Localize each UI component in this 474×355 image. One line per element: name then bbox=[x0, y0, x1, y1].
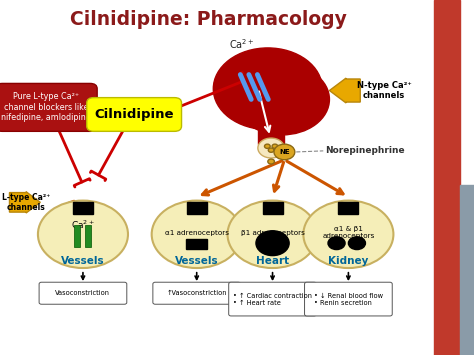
Bar bbox=[187, 202, 207, 214]
Text: Cilnidipine: Pharmacology: Cilnidipine: Pharmacology bbox=[70, 10, 347, 29]
Circle shape bbox=[38, 201, 128, 268]
Text: α1 adrenoceptors: α1 adrenoceptors bbox=[164, 230, 229, 235]
Bar bbox=[74, 225, 80, 247]
Text: L-type Ca²⁺
channels: L-type Ca²⁺ channels bbox=[2, 193, 50, 212]
FancyBboxPatch shape bbox=[87, 98, 182, 131]
Text: α1 & β1
adrenoceptors: α1 & β1 adrenoceptors bbox=[322, 226, 374, 239]
Text: Heart: Heart bbox=[256, 256, 289, 266]
Bar bbox=[85, 225, 91, 247]
Circle shape bbox=[264, 144, 270, 148]
Bar bbox=[258, 114, 284, 144]
FancyBboxPatch shape bbox=[228, 282, 316, 316]
Bar bbox=[263, 202, 283, 214]
FancyBboxPatch shape bbox=[39, 282, 127, 304]
Circle shape bbox=[213, 48, 322, 130]
Bar bbox=[73, 202, 93, 214]
Circle shape bbox=[268, 159, 274, 164]
Text: NE: NE bbox=[279, 149, 290, 155]
Text: N-type Ca²⁺
channels: N-type Ca²⁺ channels bbox=[356, 81, 411, 100]
Circle shape bbox=[348, 237, 365, 250]
Circle shape bbox=[268, 148, 274, 152]
FancyBboxPatch shape bbox=[0, 83, 97, 131]
Text: Ca$^{2+}$: Ca$^{2+}$ bbox=[71, 218, 95, 230]
Circle shape bbox=[328, 237, 345, 250]
Circle shape bbox=[258, 138, 284, 158]
Text: Vessels: Vessels bbox=[61, 256, 105, 266]
FancyBboxPatch shape bbox=[304, 282, 392, 316]
Circle shape bbox=[235, 64, 329, 135]
Circle shape bbox=[256, 231, 289, 256]
Text: ↑Vasoconstriction: ↑Vasoconstriction bbox=[166, 290, 227, 296]
Circle shape bbox=[228, 201, 318, 268]
Text: β1 adrenoceptors: β1 adrenoceptors bbox=[241, 230, 304, 235]
Circle shape bbox=[272, 144, 278, 148]
Text: Pure L-type Ca²⁺
channel blockers like
nifedipine, amlodipine: Pure L-type Ca²⁺ channel blockers like n… bbox=[1, 92, 91, 122]
Text: Cilnidipine: Cilnidipine bbox=[94, 108, 174, 121]
Text: Vessels: Vessels bbox=[175, 256, 219, 266]
Text: Norepinephrine: Norepinephrine bbox=[325, 146, 404, 155]
Bar bbox=[186, 239, 207, 248]
Text: Ca$^{2+}$: Ca$^{2+}$ bbox=[229, 38, 255, 51]
FancyArrow shape bbox=[329, 78, 360, 103]
FancyBboxPatch shape bbox=[153, 282, 241, 304]
Bar bbox=[338, 202, 358, 214]
Circle shape bbox=[152, 201, 242, 268]
Circle shape bbox=[274, 144, 295, 160]
Text: • ↓ Renal blood flow
• Renin secretion: • ↓ Renal blood flow • Renin secretion bbox=[314, 293, 383, 306]
FancyArrow shape bbox=[9, 192, 40, 213]
Text: Kidney: Kidney bbox=[328, 256, 369, 266]
Text: • ↑ Cardiac contraction
• ↑ Heart rate: • ↑ Cardiac contraction • ↑ Heart rate bbox=[233, 293, 312, 306]
Text: Vasoconstriction: Vasoconstriction bbox=[55, 290, 110, 296]
Circle shape bbox=[303, 201, 393, 268]
